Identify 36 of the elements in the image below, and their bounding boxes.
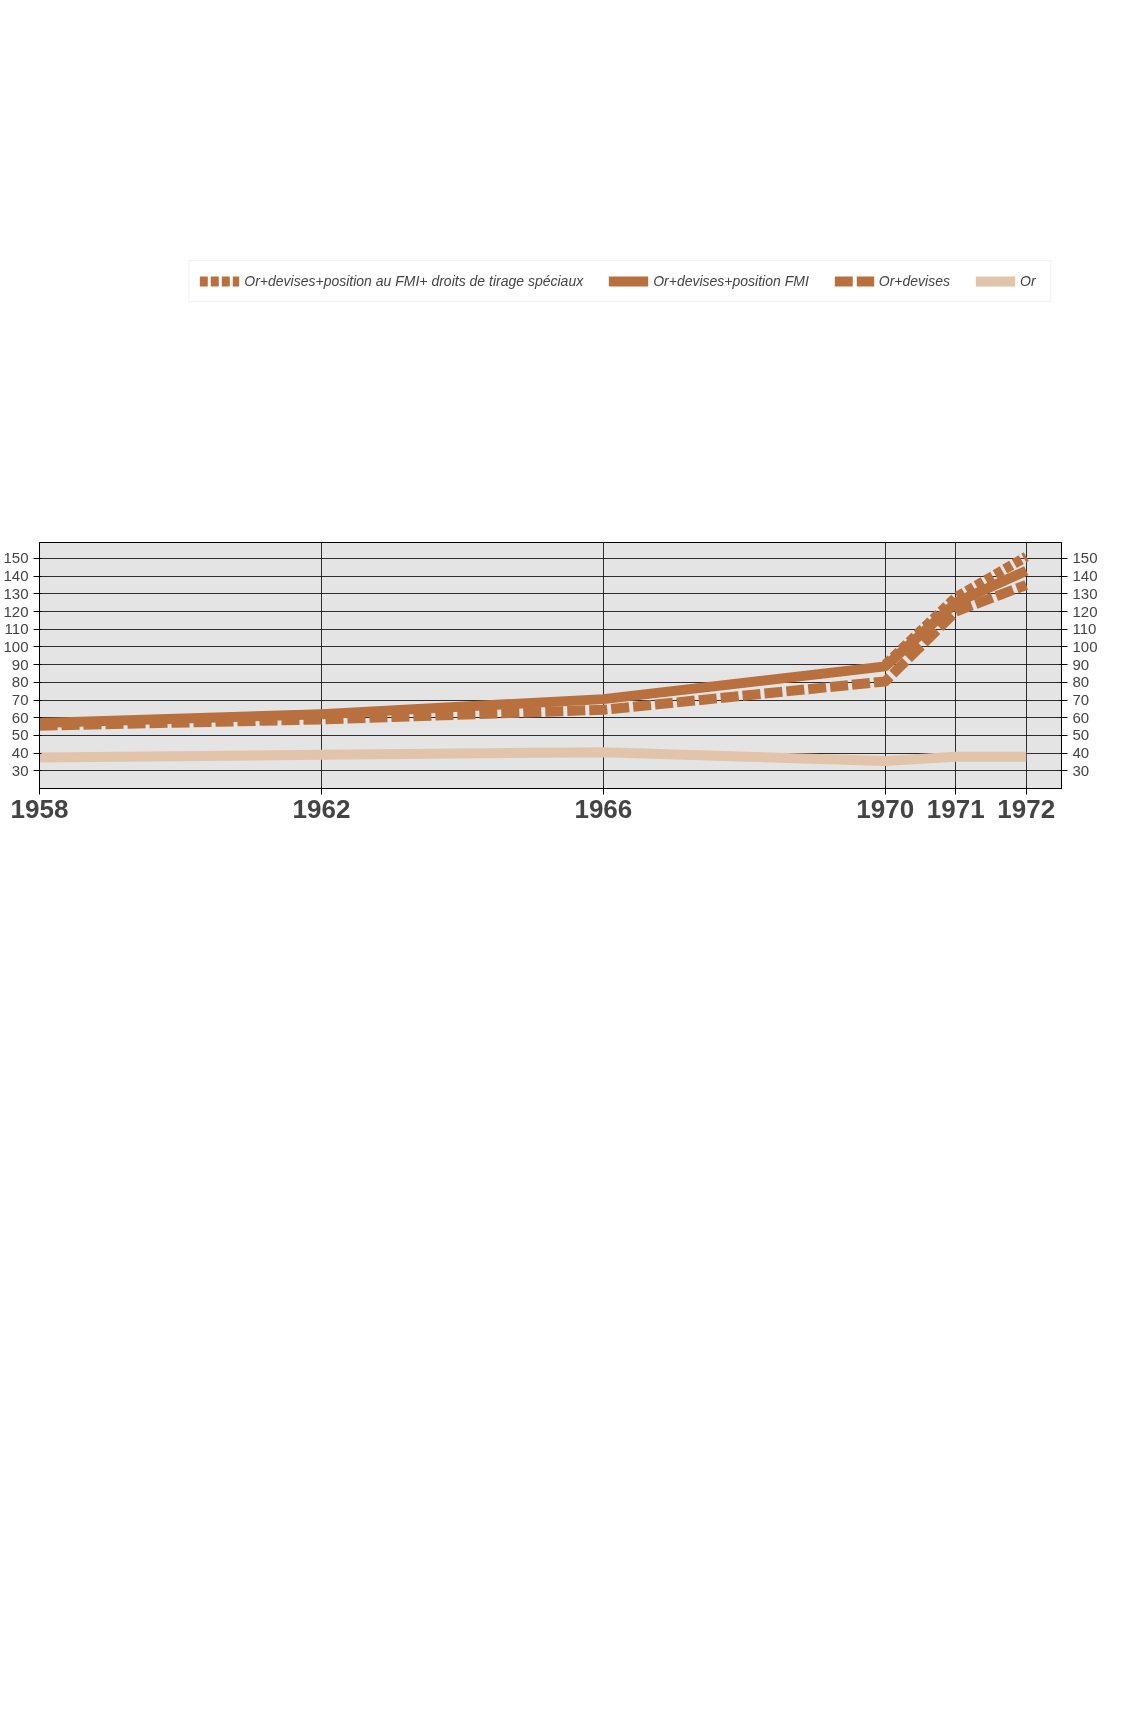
y-tick-label: 30 <box>11 761 29 779</box>
legend-label: Or+devises+position au FMI+ droits de tirage spéciaux <box>244 273 584 289</box>
y2-tick-label: 80 <box>1072 673 1090 691</box>
x-tick-label: 1958 <box>10 793 69 824</box>
y-tick-label: 70 <box>11 691 29 709</box>
legend-label: Or <box>1020 273 1037 289</box>
legend-label: Or+devises <box>878 273 950 289</box>
y2-tick-label: 50 <box>1072 726 1090 744</box>
y2-tick-label: 30 <box>1072 761 1090 779</box>
legend-label: Or+devises+position FMI <box>653 273 809 289</box>
y2-tick-label: 100 <box>1072 637 1098 655</box>
x-tick-label: 1972 <box>997 793 1056 824</box>
y2-tick-label: 110 <box>1072 620 1097 638</box>
y-tick-label: 140 <box>3 567 29 585</box>
y-tick-label: 100 <box>3 637 29 655</box>
y2-tick-label: 130 <box>1072 584 1098 602</box>
y-tick-label: 110 <box>4 620 29 638</box>
y-tick-label: 150 <box>3 549 29 567</box>
y2-tick-label: 60 <box>1072 708 1090 726</box>
y-tick-label: 40 <box>11 744 29 762</box>
y2-tick-label: 140 <box>1072 567 1098 585</box>
x-tick-label: 1971 <box>926 793 985 824</box>
y-tick-label: 60 <box>11 708 29 726</box>
y-tick-label: 90 <box>11 655 29 673</box>
y-tick-label: 80 <box>11 673 29 691</box>
x-tick-label: 1962 <box>292 793 351 824</box>
y2-tick-label: 120 <box>1072 602 1098 620</box>
y-tick-label: 50 <box>11 726 29 744</box>
y-tick-label: 130 <box>3 584 29 602</box>
y2-tick-label: 40 <box>1072 744 1090 762</box>
y2-tick-label: 90 <box>1072 655 1090 673</box>
x-tick-label: 1966 <box>574 793 633 824</box>
x-tick-label: 1970 <box>856 793 915 824</box>
y2-tick-label: 150 <box>1072 549 1098 567</box>
y2-tick-label: 70 <box>1072 691 1090 709</box>
y-tick-label: 120 <box>3 602 29 620</box>
